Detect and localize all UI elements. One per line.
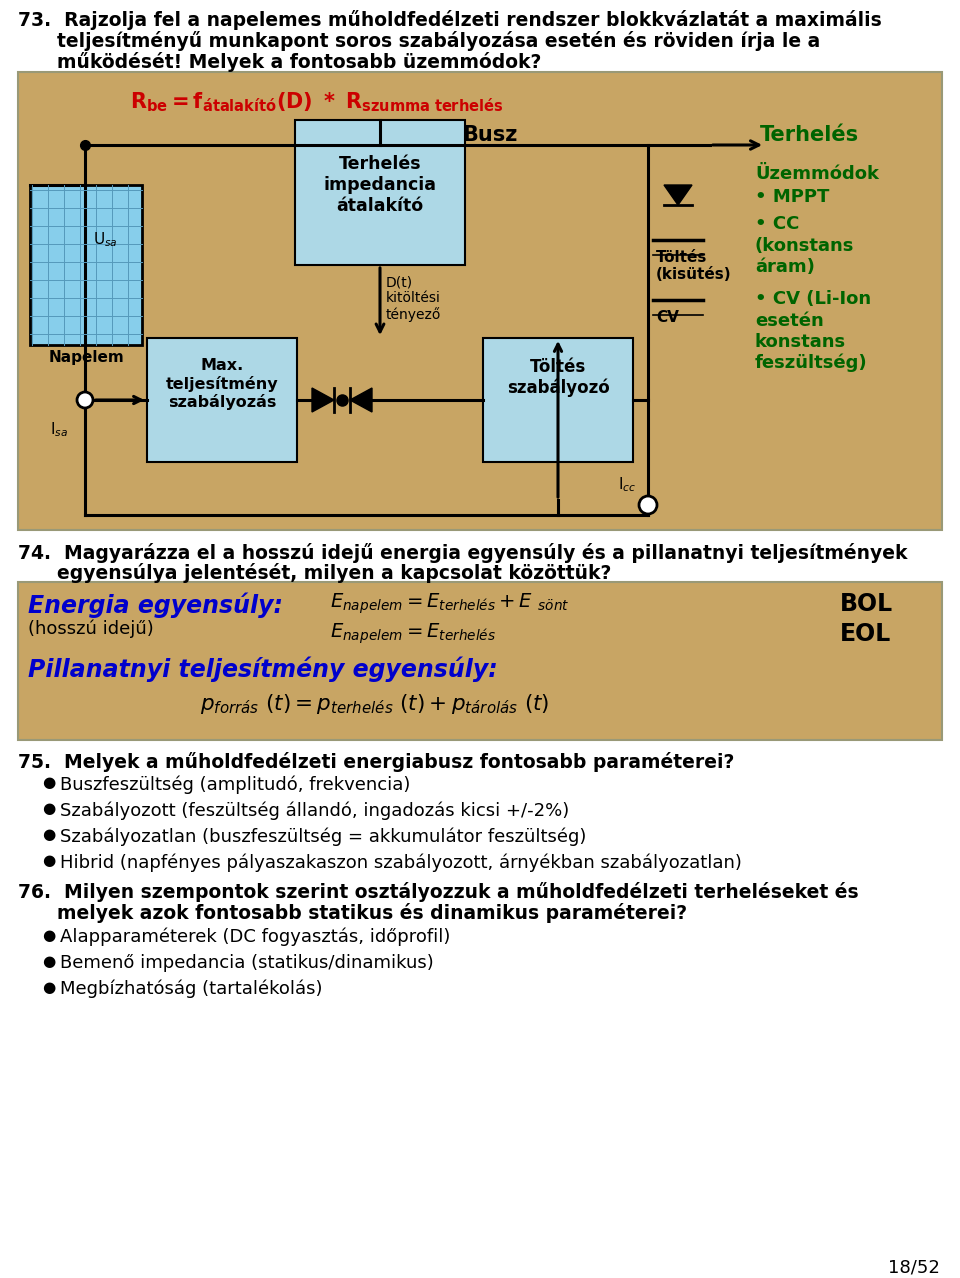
Bar [483, 337, 633, 463]
Text: (konstans: (konstans [755, 236, 854, 256]
Text: esetén: esetén [755, 312, 824, 330]
Text: konstans: konstans [755, 334, 846, 351]
Text: Töltés
(kisütés): Töltés (kisütés) [656, 250, 732, 282]
Text: ●: ● [42, 852, 56, 868]
Polygon shape [312, 389, 334, 412]
Text: (hosszú idejű): (hosszú idejű) [28, 620, 154, 639]
Bar [18, 581, 942, 740]
Text: $p_{forrás}\ (t) = p_{terhelés}\ (t) + p_{tárolás}\ (t)$: $p_{forrás}\ (t) = p_{terhelés}\ (t) + p… [200, 691, 549, 716]
Text: ●: ● [42, 980, 56, 996]
Text: feszültség): feszültség) [755, 354, 868, 372]
Circle shape [77, 392, 93, 408]
Text: ●: ● [42, 953, 56, 969]
Text: I$_{cc}$: I$_{cc}$ [618, 475, 636, 493]
Text: $E_{napelem} = E_{terhelés}$: $E_{napelem} = E_{terhelés}$ [330, 622, 496, 647]
Text: • CV (Li-Ion: • CV (Li-Ion [755, 290, 871, 308]
Text: Szabályozatlan (buszfeszültség = akkumulátor feszültség): Szabályozatlan (buszfeszültség = akkumul… [60, 827, 587, 846]
Text: Szabályozott (feszültség állandó, ingadozás kicsi +/-2%): Szabályozott (feszültség állandó, ingado… [60, 801, 569, 819]
Text: 73.  Rajzolja fel a napelemes műholdfedélzeti rendszer blokkvázlatát a maximális: 73. Rajzolja fel a napelemes műholdfedél… [18, 10, 881, 29]
Text: 18/52: 18/52 [888, 1258, 940, 1275]
Text: Pillanatnyi teljesítmény egyensúly:: Pillanatnyi teljesítmény egyensúly: [28, 656, 497, 681]
Text: • CC: • CC [755, 215, 800, 233]
Text: Alapparaméterek (DC fogyasztás, időprofil): Alapparaméterek (DC fogyasztás, időprofi… [60, 928, 450, 947]
Text: Terhelés: Terhelés [760, 125, 859, 144]
Polygon shape [350, 389, 372, 412]
Text: 75.  Melyek a műholdfedélzeti energiabusz fontosabb paraméterei?: 75. Melyek a műholdfedélzeti energiabusz… [18, 751, 734, 772]
Text: működését! Melyek a fontosabb üzemmódok?: működését! Melyek a fontosabb üzemmódok? [18, 52, 541, 72]
Text: ●: ● [42, 774, 56, 790]
Text: Megbízhatóság (tartalékolás): Megbízhatóság (tartalékolás) [60, 980, 323, 998]
Text: 74.  Magyarázza el a hosszú idejű energia egyensúly és a pillanatnyi teljesítmén: 74. Magyarázza el a hosszú idejű energia… [18, 543, 907, 564]
Text: 76.  Milyen szempontok szerint osztályozzuk a műholdfedélzeti terheléseket és: 76. Milyen szempontok szerint osztályozz… [18, 882, 858, 902]
Text: Töltés
szabályozó: Töltés szabályozó [507, 358, 610, 397]
Text: Hibrid (napfényes pályaszakaszon szabályozott, árnyékban szabályozatlan): Hibrid (napfényes pályaszakaszon szabály… [60, 852, 742, 872]
Text: Bemenő impedancia (statikus/dinamikus): Bemenő impedancia (statikus/dinamikus) [60, 953, 434, 973]
Text: áram): áram) [755, 258, 815, 276]
Text: BOL: BOL [840, 592, 893, 616]
Text: ●: ● [42, 801, 56, 815]
Text: • MPPT: • MPPT [755, 188, 829, 206]
Text: ●: ● [42, 928, 56, 943]
Text: melyek azok fontosabb statikus és dinamikus paraméterei?: melyek azok fontosabb statikus és dinami… [18, 904, 687, 923]
Bar [30, 185, 142, 345]
Text: D(t)
kitöltési
tényező: D(t) kitöltési tényező [386, 275, 442, 322]
Text: EOL: EOL [840, 622, 891, 645]
Text: CV: CV [656, 311, 679, 325]
Circle shape [639, 496, 657, 514]
Text: Napelem: Napelem [48, 350, 124, 366]
Bar [18, 72, 942, 530]
Text: U$_{sa}$: U$_{sa}$ [93, 230, 118, 249]
Text: $\mathbf{R_{be} = f_{átalakító}(D)\ *\ R_{szumma\ terhelés}}$: $\mathbf{R_{be} = f_{átalakító}(D)\ *\ R… [130, 89, 503, 114]
Text: Busz: Busz [463, 125, 517, 144]
Bar [147, 337, 297, 463]
Text: ●: ● [42, 827, 56, 842]
Text: I$_{sa}$: I$_{sa}$ [50, 420, 68, 438]
Text: Energia egyensúly:: Energia egyensúly: [28, 592, 283, 617]
Bar [295, 120, 465, 265]
Text: Üzemmódok: Üzemmódok [755, 165, 879, 183]
Text: Buszfeszültség (amplitudó, frekvencia): Buszfeszültség (amplitudó, frekvencia) [60, 774, 410, 794]
Polygon shape [664, 185, 692, 204]
Text: teljesítményű munkapont soros szabályozása esetén és röviden írja le a: teljesítményű munkapont soros szabályozá… [18, 31, 820, 51]
Text: Max.
teljesítmény
szabályozás: Max. teljesítmény szabályozás [166, 358, 278, 410]
Text: Terhelés
impedancia
átalakító: Terhelés impedancia átalakító [324, 155, 437, 215]
Text: egyensúlya jelentését, milyen a kapcsolat közöttük?: egyensúlya jelentését, milyen a kapcsola… [18, 564, 612, 583]
Text: $E_{napelem} = E_{terhelés} + E\ _{sönt}$: $E_{napelem} = E_{terhelés} + E\ _{sönt}… [330, 592, 569, 616]
